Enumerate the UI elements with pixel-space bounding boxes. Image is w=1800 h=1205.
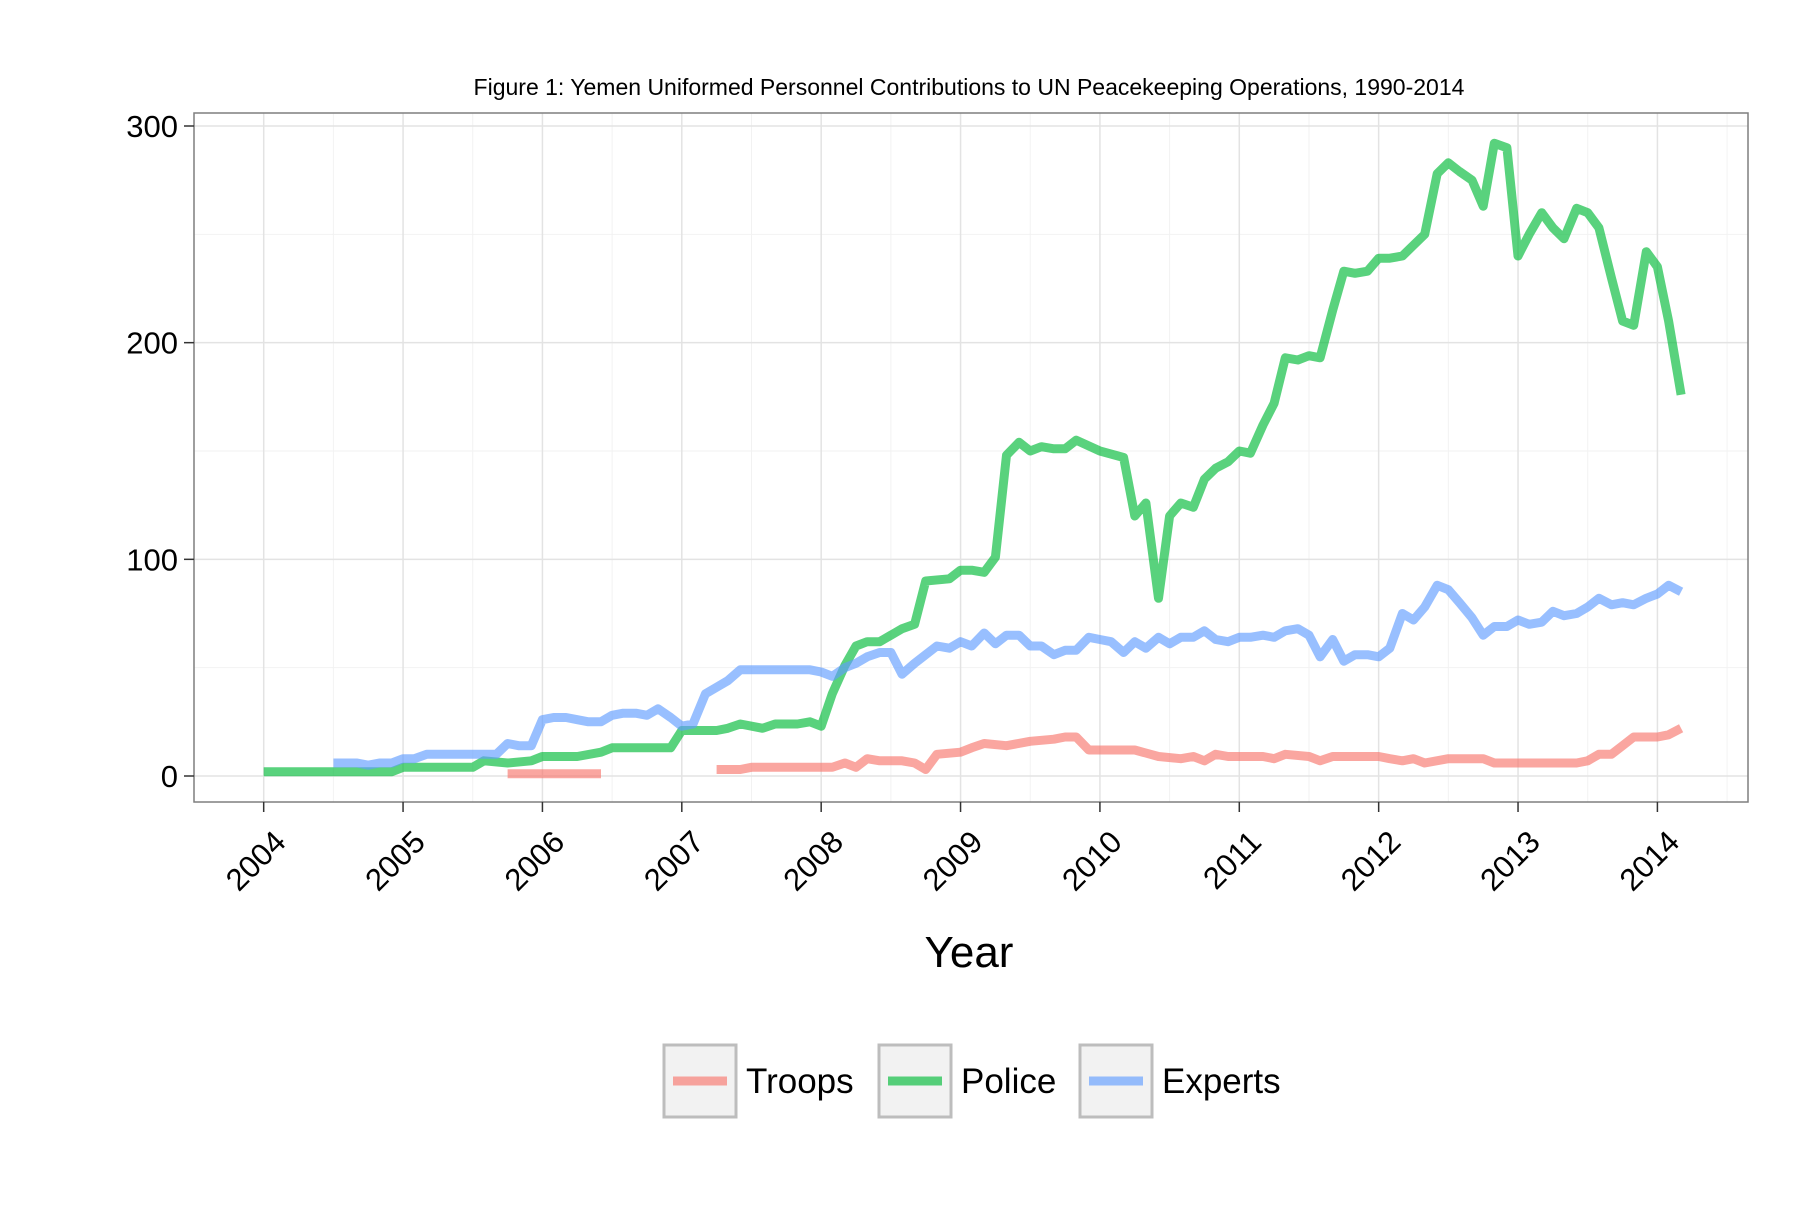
x-tick-label: 2005 — [358, 824, 432, 898]
x-tick-label: 2014 — [1613, 824, 1687, 898]
series-lines — [263, 138, 1686, 779]
y-tick-label: 200 — [126, 326, 178, 361]
y-tick-label: 0 — [161, 759, 178, 794]
x-tick-label: 2007 — [637, 824, 711, 898]
x-tick-label: 2013 — [1473, 824, 1547, 898]
plot-panel-border — [193, 112, 1749, 803]
legend-label-police: Police — [961, 1062, 1056, 1101]
legend: Troops Police Experts — [662, 1043, 1281, 1119]
y-tick-label: 300 — [126, 109, 178, 144]
x-axis-label: Year — [925, 928, 1014, 977]
series-line-experts — [333, 580, 1684, 770]
x-tick-label: 2012 — [1334, 824, 1408, 898]
y-axis: 0 100 200 300 — [126, 109, 194, 794]
y-tick-label: 100 — [126, 542, 178, 577]
x-tick-label: 2010 — [1055, 824, 1129, 898]
legend-label-experts: Experts — [1162, 1062, 1281, 1101]
x-tick-label: 2011 — [1196, 824, 1268, 896]
grid — [194, 113, 1748, 802]
x-tick-label: 2006 — [498, 824, 572, 898]
x-tick-label: 2008 — [776, 824, 850, 898]
x-axis: 2004 2005 2006 2007 2008 2009 2010 2011 2012 2013… — [219, 802, 1686, 898]
series-line-troops — [716, 724, 1684, 774]
series-line-police — [263, 138, 1686, 777]
chart-title: Figure 1: Yemen Uniformed Personnel Cont… — [474, 74, 1465, 100]
x-tick-label: 2004 — [219, 824, 293, 898]
x-tick-label: 2009 — [916, 824, 990, 898]
legend-label-troops: Troops — [746, 1062, 854, 1101]
